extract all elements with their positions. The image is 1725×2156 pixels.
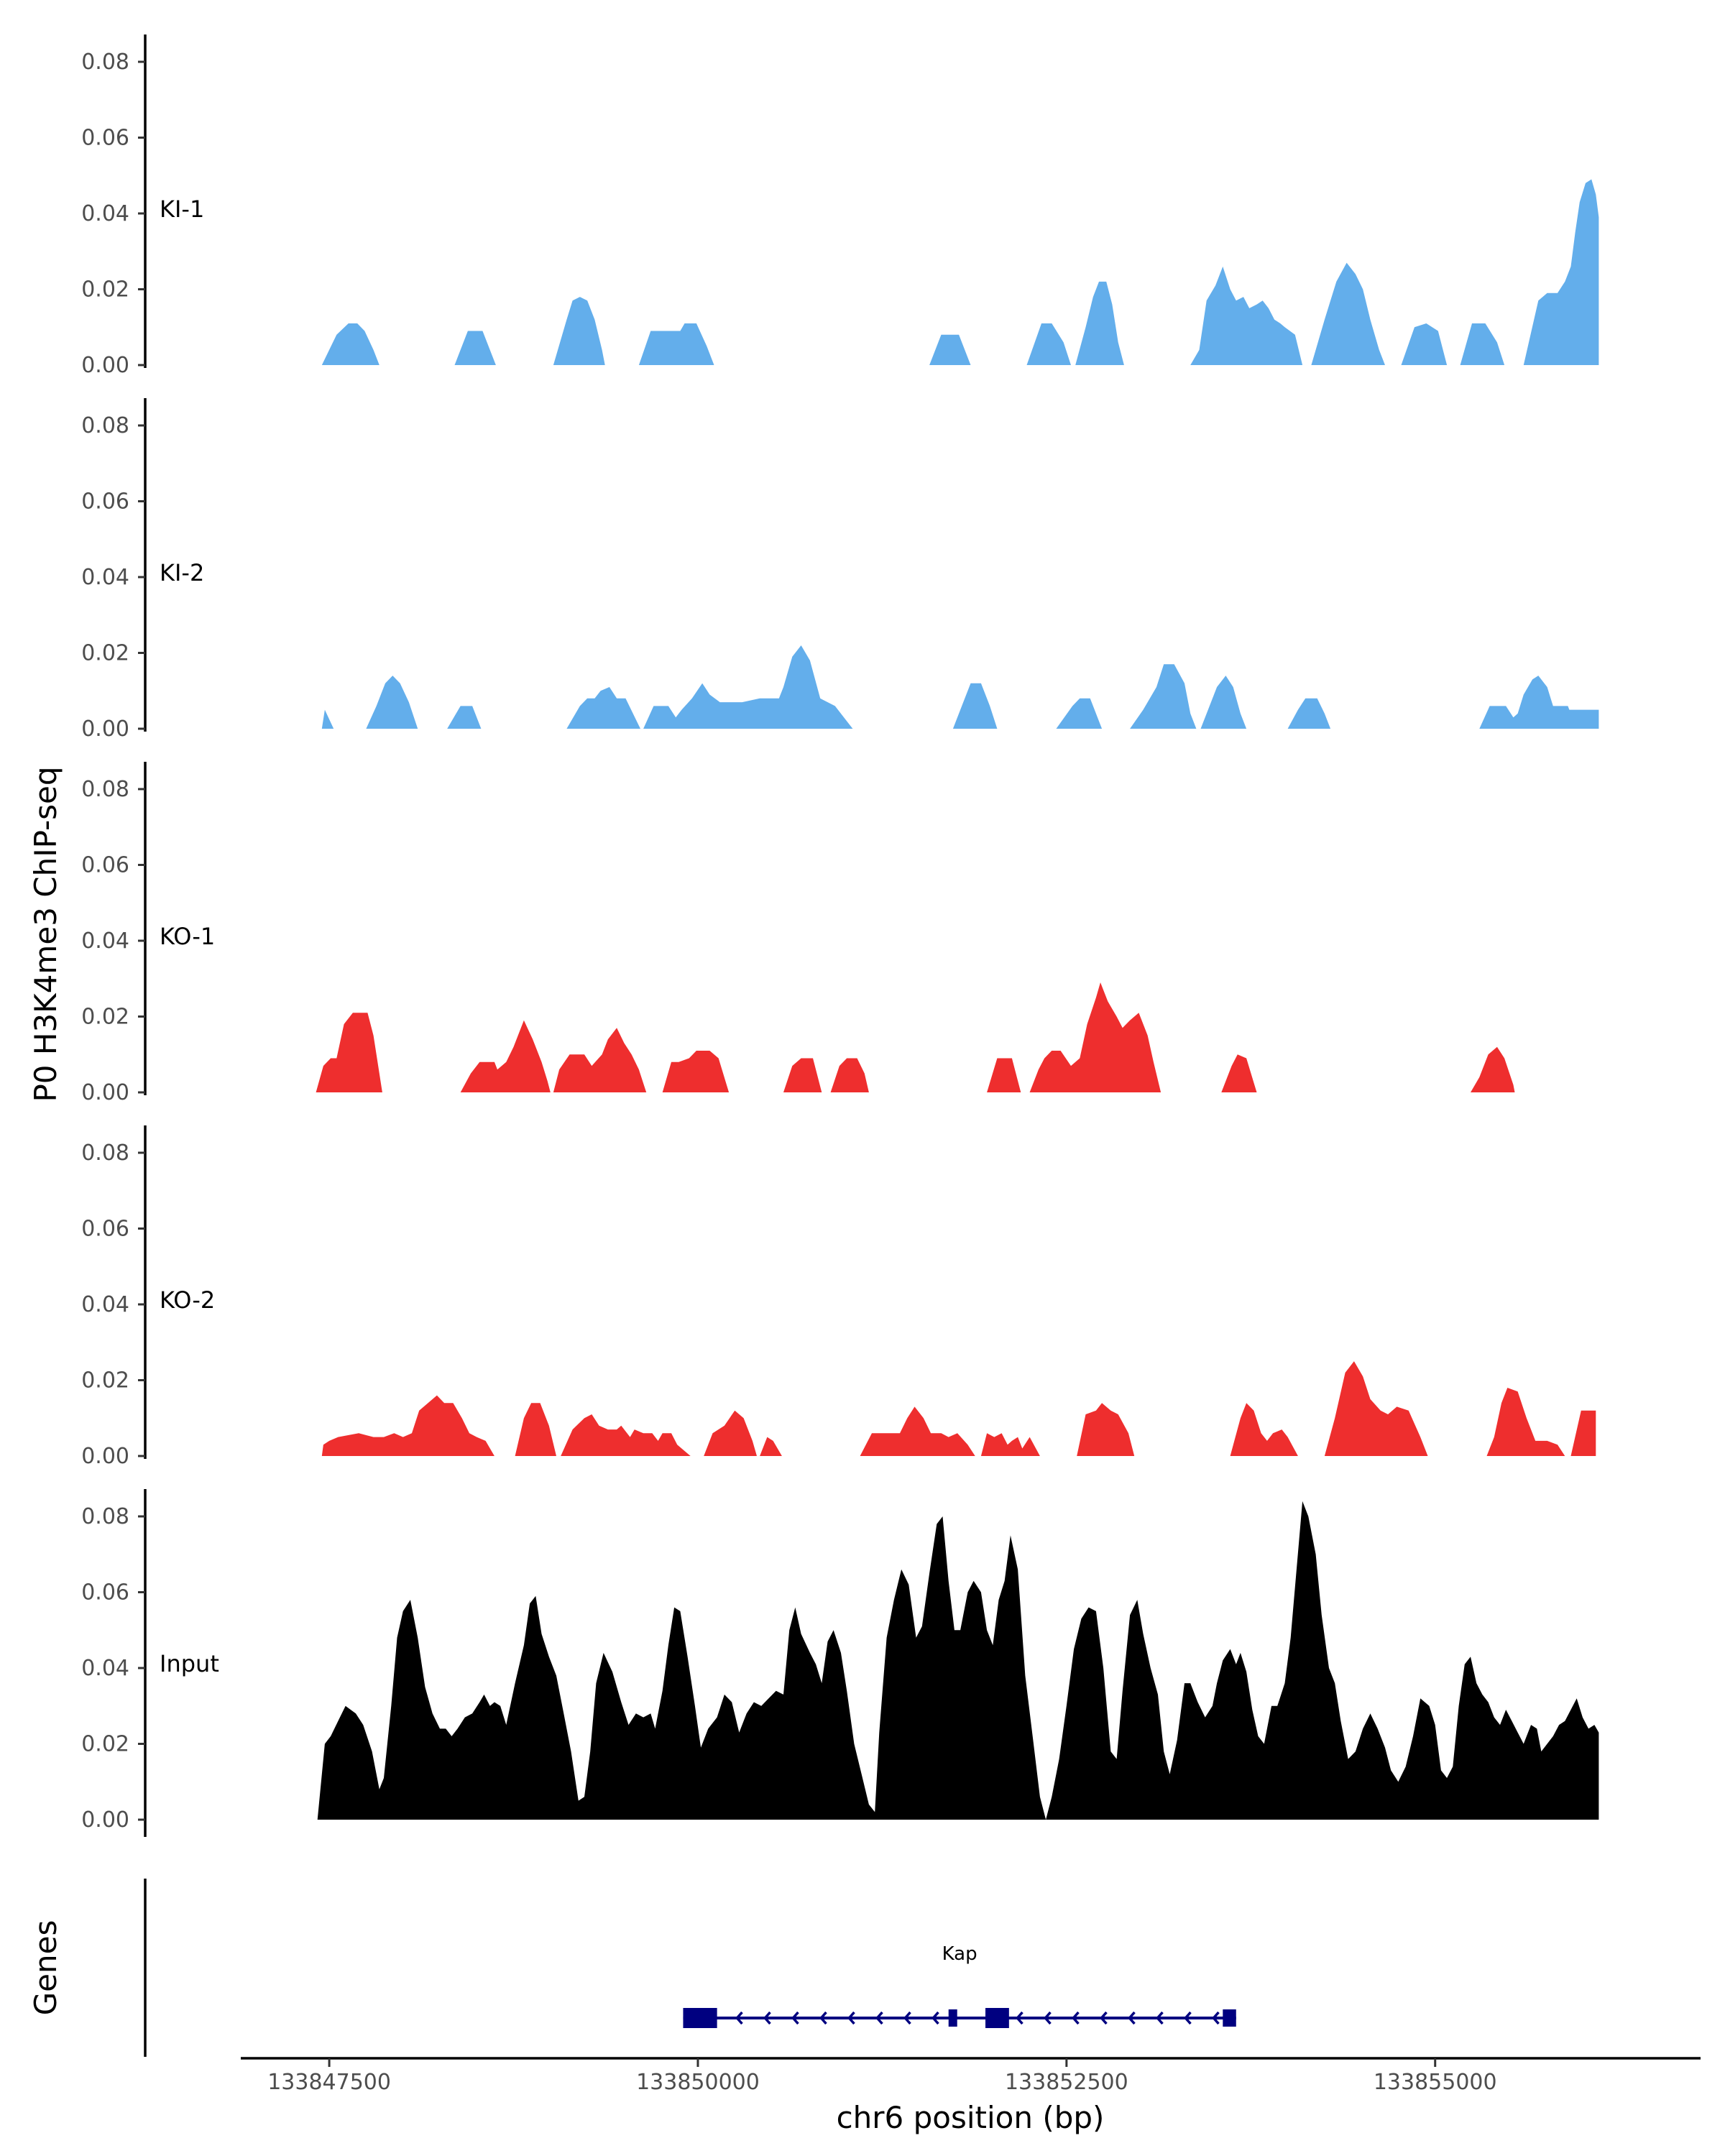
- coverage-area-input: [317, 1501, 1599, 1820]
- gene-exon: [1223, 2009, 1236, 2027]
- track-ko-2: 0.00 0.02 0.04 0.06 0.08 KO-2: [81, 1125, 1596, 1469]
- gene-exon: [985, 2008, 1009, 2028]
- strand-arrow: [1072, 2011, 1080, 2025]
- y-tick-label: 0.00: [81, 353, 129, 378]
- track-label: Input: [160, 1650, 219, 1677]
- y-tick-label: 0.02: [81, 277, 129, 303]
- y-tick-label: 0.06: [81, 1580, 129, 1606]
- strand-arrow: [1128, 2011, 1136, 2025]
- strand-arrow: [1044, 2011, 1052, 2025]
- genes-track-label: Genes: [28, 1920, 63, 2016]
- strand-arrow: [1156, 2011, 1164, 2025]
- strand-arrow: [932, 2011, 939, 2025]
- strand-arrow: [1016, 2011, 1024, 2025]
- track-ki-2: 0.00 0.02 0.04 0.06 0.08 KI-2: [81, 398, 1599, 742]
- gene-model: [683, 2008, 1236, 2028]
- y-tick-label: 0.04: [81, 565, 129, 590]
- strand-arrow: [847, 2011, 855, 2025]
- strand-arrow: [875, 2011, 883, 2025]
- coverage-area-ki-2: [321, 645, 1599, 729]
- x-tick-label: 133850000: [636, 2070, 760, 2095]
- y-tick-label: 0.00: [81, 1080, 129, 1105]
- track-input: 0.00 0.02 0.04 0.06 0.08 Input: [81, 1489, 1599, 1837]
- y-tick-label: 0.06: [81, 126, 129, 151]
- y-tick-label: 0.08: [81, 777, 129, 802]
- y-tick-label: 0.04: [81, 1292, 129, 1317]
- track-ko-1: 0.00 0.02 0.04 0.06 0.08 KO-1: [81, 762, 1515, 1105]
- track-ki-1: 0.00 0.02 0.04 0.06 0.08 KI-1: [81, 34, 1599, 378]
- track-label: KO-1: [160, 923, 215, 950]
- y-tick-label: 0.04: [81, 929, 129, 954]
- coverage-area-ki-1: [321, 179, 1599, 365]
- y-tick-label: 0.06: [81, 853, 129, 878]
- y-tick-label: 0.06: [81, 1217, 129, 1242]
- strand-arrow: [1212, 2011, 1220, 2025]
- y-tick-label: 0.06: [81, 489, 129, 515]
- track-label: KO-2: [160, 1286, 215, 1314]
- y-tick-label: 0.08: [81, 1504, 129, 1529]
- strand-arrow: [735, 2011, 743, 2025]
- y-tick-label: 0.00: [81, 1807, 129, 1833]
- x-tick-label: 133855000: [1374, 2070, 1497, 2095]
- y-tick-label: 0.08: [81, 50, 129, 75]
- x-tick-label: 133852500: [1005, 2070, 1128, 2095]
- y-tick-label: 0.00: [81, 1444, 129, 1469]
- strand-arrow: [819, 2011, 827, 2025]
- y-tick-label: 0.00: [81, 717, 129, 742]
- strand-arrow: [1100, 2011, 1108, 2025]
- y-tick-label: 0.02: [81, 1732, 129, 1757]
- coverage-area-ko-1: [316, 982, 1515, 1092]
- track-label: KI-2: [160, 559, 204, 586]
- y-tick-label: 0.02: [81, 641, 129, 666]
- gene-name-label: Kap: [942, 1943, 978, 1965]
- strand-arrow: [1184, 2011, 1192, 2025]
- strand-arrow: [791, 2011, 799, 2025]
- y-tick-label: 0.08: [81, 413, 129, 438]
- y-tick-label: 0.02: [81, 1005, 129, 1030]
- y-tick-label: 0.04: [81, 1656, 129, 1681]
- gene-exon: [683, 2008, 717, 2028]
- x-tick-label: 133847500: [267, 2070, 391, 2095]
- tracks-layer: 0.00 0.02 0.04 0.06 0.08 KI-1 0.00 0.02 0.04 0.06…: [81, 34, 1599, 1837]
- y-tick-label: 0.02: [81, 1368, 129, 1393]
- x-axis: chr6 position (bp) 133847500 133850000 133…: [241, 2057, 1701, 2135]
- genes-track: Genes Kap: [28, 1879, 1236, 2057]
- gene-exon: [948, 2009, 957, 2027]
- y-tick-label: 0.04: [81, 201, 129, 226]
- y-axis-title: P0 H3K4me3 ChIP-seq: [28, 766, 63, 1102]
- coverage-area-ko-2: [321, 1361, 1596, 1456]
- strand-arrow: [763, 2011, 771, 2025]
- y-tick-label: 0.08: [81, 1141, 129, 1166]
- strand-arrow: [903, 2011, 911, 2025]
- x-axis-title: chr6 position (bp): [837, 2100, 1105, 2135]
- track-label: KI-1: [160, 195, 204, 223]
